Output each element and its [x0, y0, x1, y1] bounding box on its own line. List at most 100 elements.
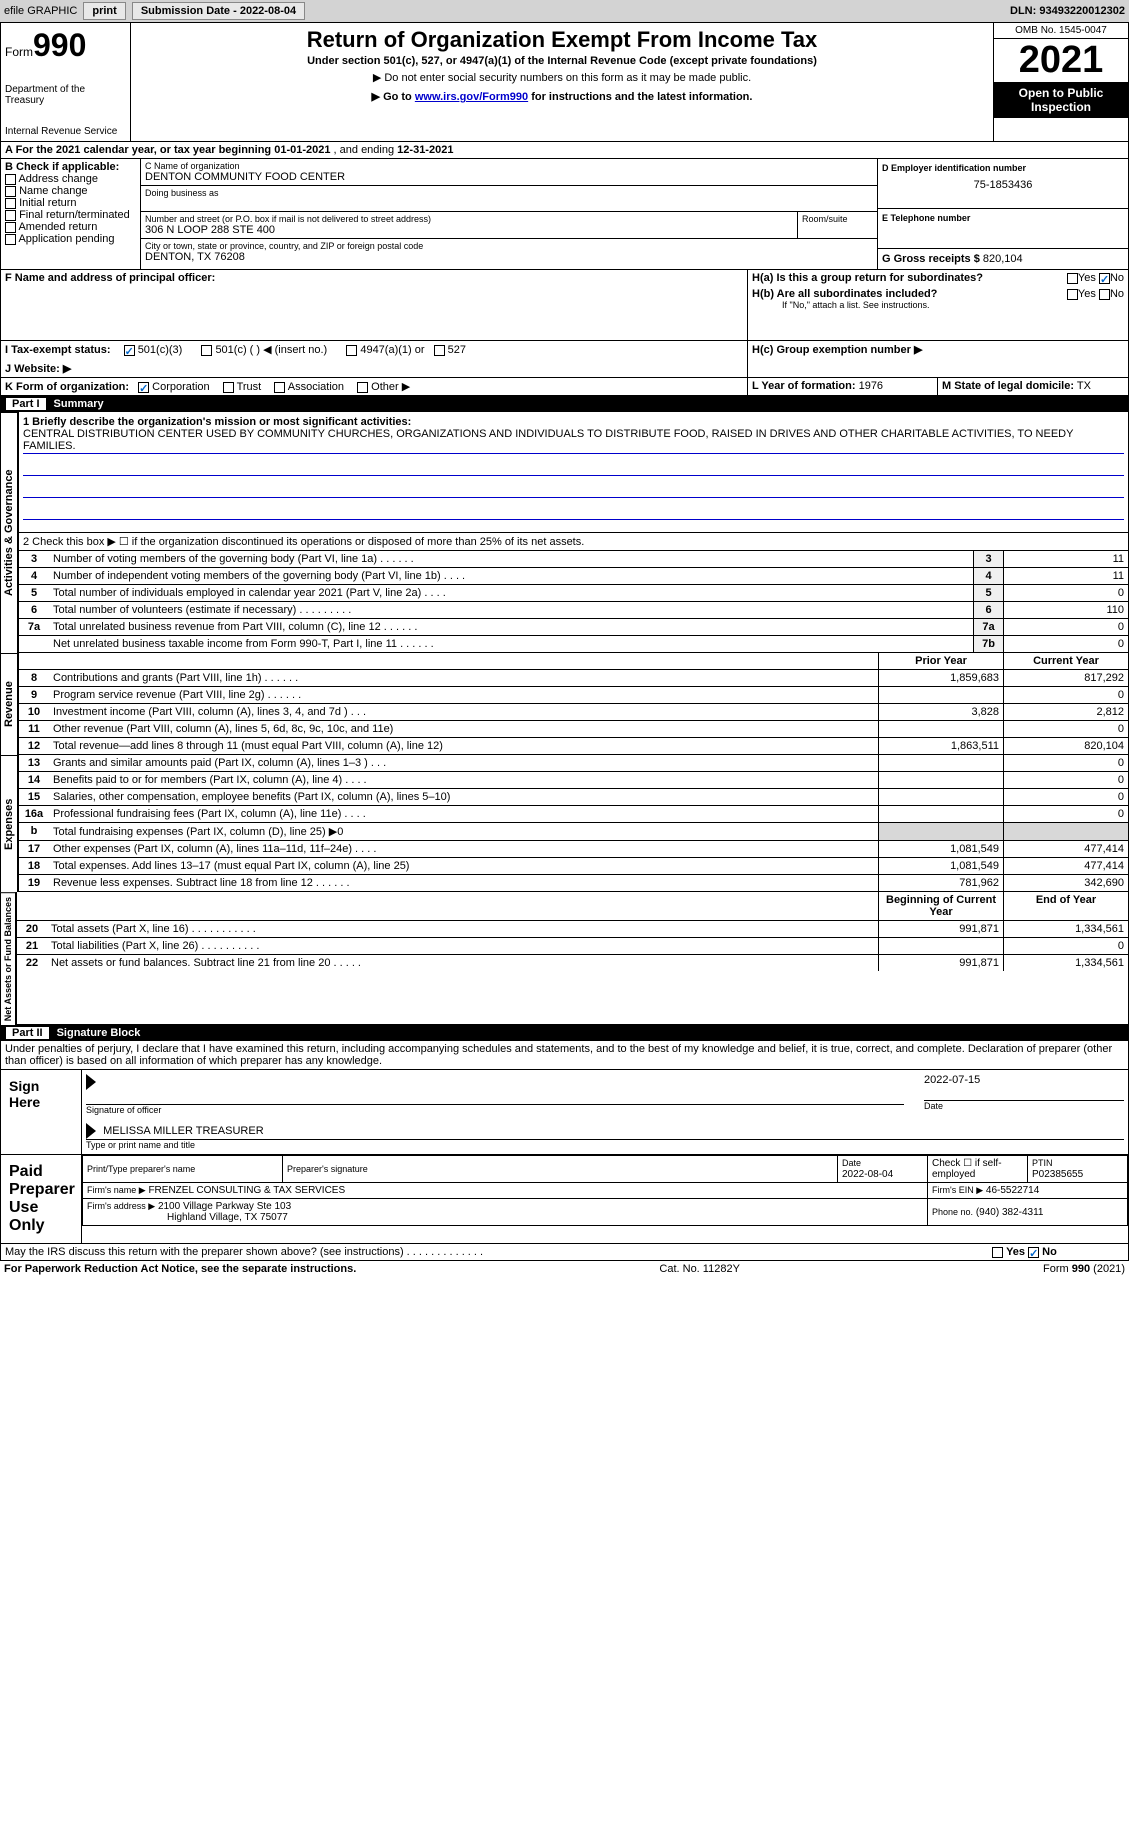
- line1-label: 1 Briefly describe the organization's mi…: [23, 416, 1124, 428]
- sig-date: 2022-07-15: [924, 1074, 1124, 1086]
- 527-checkbox[interactable]: [434, 345, 445, 356]
- org-name-label: C Name of organization: [145, 161, 873, 171]
- current-value: 0: [1003, 789, 1128, 805]
- line-desc: Revenue less expenses. Subtract line 18 …: [49, 875, 878, 891]
- ein-value: 75-1853436: [882, 179, 1124, 191]
- discuss-yes-checkbox[interactable]: [992, 1247, 1003, 1258]
- section-i-label: I Tax-exempt status:: [5, 344, 111, 356]
- line-value: 11: [1003, 551, 1128, 567]
- dept-treasury: Department of the Treasury: [5, 84, 126, 106]
- checkbox[interactable]: [5, 210, 16, 221]
- revenue-label: Revenue: [0, 653, 18, 755]
- officer-group-block: F Name and address of principal officer:…: [0, 270, 1129, 341]
- paid-preparer-row: Paid Preparer Use Only Print/Type prepar…: [0, 1155, 1129, 1244]
- self-employed-check: Check ☐ if self-employed: [928, 1156, 1028, 1183]
- assoc-checkbox[interactable]: [274, 382, 285, 393]
- checkbox[interactable]: [5, 186, 16, 197]
- perjury-declaration: Under penalties of perjury, I declare th…: [0, 1041, 1129, 1070]
- state-domicile: TX: [1077, 380, 1091, 392]
- irs-gov-link[interactable]: www.irs.gov/Form990: [415, 91, 528, 103]
- form-number: 990: [33, 27, 86, 63]
- cat-no: Cat. No. 11282Y: [659, 1263, 740, 1275]
- prior-value: 781,962: [878, 875, 1003, 891]
- current-value: 477,414: [1003, 858, 1128, 874]
- officer-name: MELISSA MILLER TREASURER: [103, 1125, 264, 1137]
- 501c3-checkbox[interactable]: [124, 345, 135, 356]
- form-prefix: Form: [5, 45, 33, 59]
- checkbox[interactable]: [5, 222, 16, 233]
- current-value: 0: [1003, 938, 1128, 954]
- city-state-zip: DENTON, TX 76208: [145, 251, 873, 263]
- line-desc: Total expenses. Add lines 13–17 (must eq…: [49, 858, 878, 874]
- line2: 2 Check this box ▶ ☐ if the organization…: [19, 533, 1128, 550]
- org-info-block: B Check if applicable: Address change Na…: [0, 159, 1129, 270]
- prior-value: [878, 806, 1003, 822]
- ein-label: D Employer identification number: [882, 163, 1124, 173]
- checkbox[interactable]: [5, 198, 16, 209]
- checkbox[interactable]: [5, 234, 16, 245]
- ha-no-checkbox[interactable]: [1099, 273, 1110, 284]
- prior-value: [878, 755, 1003, 771]
- year-formation: 1976: [859, 380, 883, 392]
- 501c-checkbox[interactable]: [201, 345, 212, 356]
- activities-governance-label: Activities & Governance: [0, 412, 18, 653]
- phone-label: E Telephone number: [882, 213, 1124, 223]
- hb-yes-checkbox[interactable]: [1067, 289, 1078, 300]
- line-desc: Total number of individuals employed in …: [49, 585, 973, 601]
- arrow-icon: [86, 1074, 96, 1090]
- line-desc: Total number of volunteers (estimate if …: [49, 602, 973, 618]
- line-desc: Professional fundraising fees (Part IX, …: [49, 806, 878, 822]
- other-checkbox[interactable]: [357, 382, 368, 393]
- room-label: Room/suite: [802, 214, 873, 224]
- line-value: 0: [1003, 636, 1128, 652]
- current-value: 0: [1003, 721, 1128, 737]
- line-desc: Number of voting members of the governin…: [49, 551, 973, 567]
- print-button[interactable]: print: [83, 2, 125, 20]
- prior-value: 3,828: [878, 704, 1003, 720]
- h-b-label: H(b) Are all subordinates included?: [752, 288, 937, 300]
- line-desc: Grants and similar amounts paid (Part IX…: [49, 755, 878, 771]
- line-value: 11: [1003, 568, 1128, 584]
- prior-value: [878, 772, 1003, 788]
- prior-value: 991,871: [878, 955, 1003, 971]
- section-k-label: K Form of organization:: [5, 381, 129, 393]
- current-value: 342,690: [1003, 875, 1128, 891]
- line-desc: Other revenue (Part VIII, column (A), li…: [49, 721, 878, 737]
- form-org-block: K Form of organization: Corporation Trus…: [0, 378, 1129, 396]
- street-address: 306 N LOOP 288 STE 400: [145, 224, 793, 236]
- tax-year: 2021: [994, 39, 1128, 82]
- discuss-no-checkbox[interactable]: [1028, 1247, 1039, 1258]
- prior-value: [878, 687, 1003, 703]
- 4947-checkbox[interactable]: [346, 345, 357, 356]
- mission-text: CENTRAL DISTRIBUTION CENTER USED BY COMM…: [23, 428, 1124, 454]
- form-subtitle: Under section 501(c), 527, or 4947(a)(1)…: [135, 55, 989, 67]
- prior-value: [878, 789, 1003, 805]
- corp-checkbox[interactable]: [138, 382, 149, 393]
- line-desc: Total liabilities (Part X, line 26) . . …: [47, 938, 878, 954]
- ha-yes-checkbox[interactable]: [1067, 273, 1078, 284]
- current-year-header: Current Year: [1003, 653, 1128, 669]
- firm-name: FRENZEL CONSULTING & TAX SERVICES: [148, 1185, 345, 1196]
- line-desc: Salaries, other compensation, employee b…: [49, 789, 878, 805]
- sig-officer-label: Signature of officer: [86, 1105, 904, 1115]
- trust-checkbox[interactable]: [223, 382, 234, 393]
- sign-here-row: Sign Here Signature of officer 2022-07-1…: [0, 1070, 1129, 1155]
- instructions-link: ▶ Go to www.irs.gov/Form990 for instruct…: [135, 90, 989, 103]
- line-desc: Total revenue—add lines 8 through 11 (mu…: [49, 738, 878, 754]
- submission-date-button[interactable]: Submission Date - 2022-08-04: [132, 2, 305, 20]
- current-value: 1,334,561: [1003, 955, 1128, 971]
- current-value: 1,334,561: [1003, 921, 1128, 937]
- dln-label: DLN: 93493220012302: [1010, 5, 1125, 17]
- line-desc: Other expenses (Part IX, column (A), lin…: [49, 841, 878, 857]
- firm-addr2: Highland Village, TX 75077: [167, 1212, 288, 1223]
- prior-value: [878, 721, 1003, 737]
- prior-value: [878, 938, 1003, 954]
- tax-status-block: I Tax-exempt status: 501(c)(3) 501(c) ( …: [0, 341, 1129, 378]
- ssn-note: ▶ Do not enter social security numbers o…: [135, 71, 989, 84]
- current-value: 0: [1003, 772, 1128, 788]
- hb-no-checkbox[interactable]: [1099, 289, 1110, 300]
- h-c-label: H(c) Group exemption number ▶: [752, 343, 1124, 356]
- section-j-label: J Website: ▶: [5, 362, 743, 375]
- line-desc: Number of independent voting members of …: [49, 568, 973, 584]
- checkbox[interactable]: [5, 174, 16, 185]
